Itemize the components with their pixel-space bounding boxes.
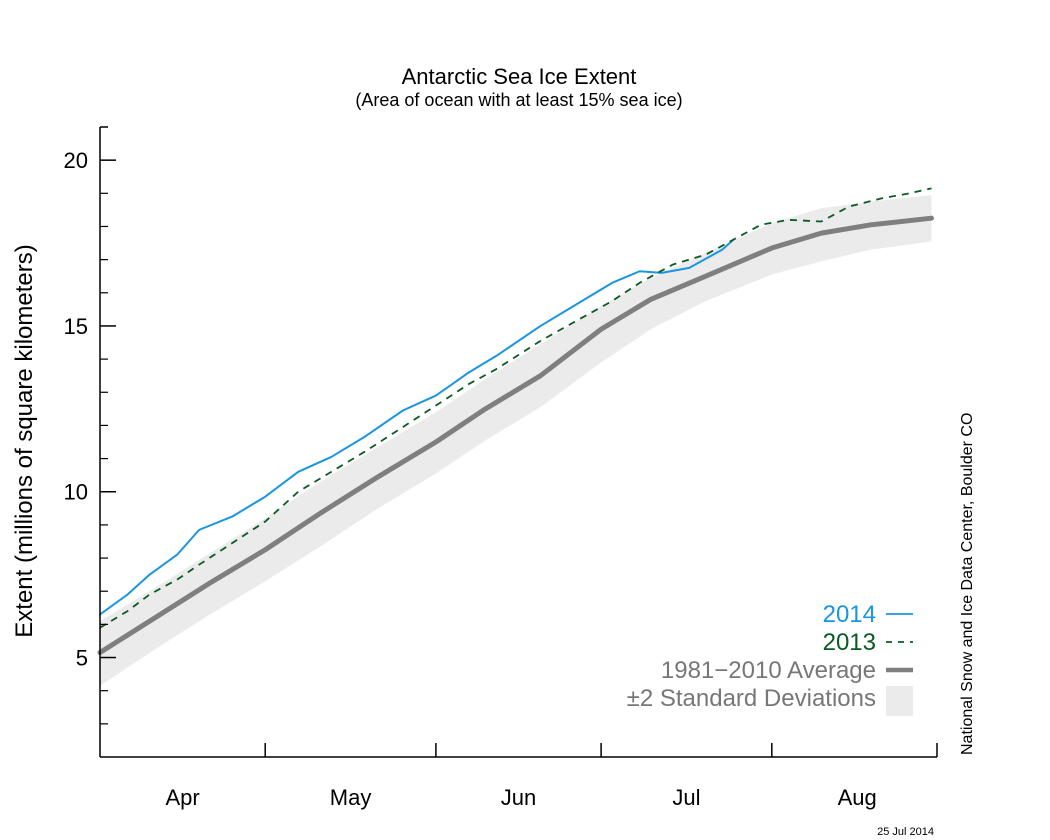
- x-tick-label-jun: Jun: [501, 785, 536, 810]
- plot-area: [97, 187, 934, 686]
- x-tick-label-aug: Aug: [838, 785, 877, 810]
- series-line-2013: [99, 187, 932, 629]
- y-axis-label: Extent (millions of square kilometers): [11, 244, 38, 637]
- series-line-1981-2010-average: [97, 215, 934, 656]
- y-tick-label: 10: [64, 480, 88, 505]
- y-tick-label: 20: [64, 148, 88, 173]
- x-tick-label-may: May: [330, 785, 372, 810]
- chart-title: Antarctic Sea Ice Extent: [402, 64, 637, 89]
- y-tick-label: 5: [76, 646, 88, 671]
- std-dev-band: [100, 194, 932, 686]
- date-stamp: 25 Jul 2014: [877, 826, 934, 838]
- legend-label-3: ±2 Standard Deviations: [627, 685, 876, 712]
- legend-label-1: 2013: [823, 629, 876, 656]
- credit-text: National Snow and Ice Data Center, Bould…: [959, 413, 976, 755]
- series-line-2014: [99, 238, 735, 616]
- legend-marker-std-band: [886, 686, 913, 716]
- x-tick-label-jul: Jul: [672, 785, 700, 810]
- x-tick-label-apr: Apr: [165, 785, 199, 810]
- legend-label-0: 2014: [823, 601, 876, 628]
- axes: 5 10 15 20 Apr May Jun Jul Aug: [64, 126, 938, 810]
- y-tick-label: 15: [64, 314, 88, 339]
- legend-label-2: 1981−2010 Average: [661, 657, 876, 684]
- chart-subtitle: (Area of ocean with at least 15% sea ice…: [355, 90, 682, 110]
